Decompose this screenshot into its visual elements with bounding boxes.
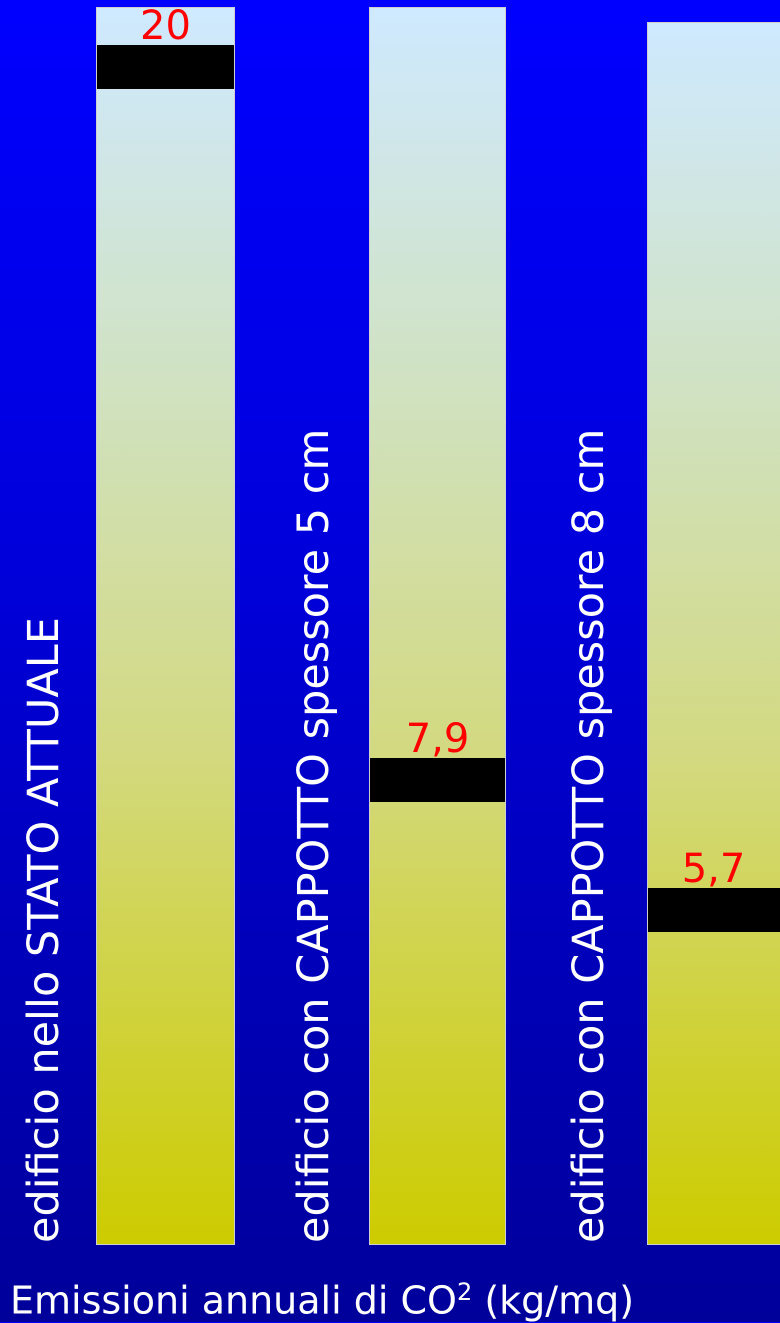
value-label-stato-attuale: 20 xyxy=(140,2,191,49)
scale-bar-cappotto-5cm xyxy=(369,7,506,1245)
caption-superscript: 2 xyxy=(456,1278,473,1307)
value-marker-cappotto-8cm xyxy=(648,887,780,932)
value-label-cappotto-5cm: 7,9 xyxy=(405,716,470,763)
value-label-cappotto-8cm: 5,7 xyxy=(681,845,746,892)
category-label-cappotto-5cm: edificio con CAPPOTTO spessore 5 cm xyxy=(289,428,339,1243)
category-label-stato-attuale: edificio nello STATO ATTUALE xyxy=(19,617,69,1243)
caption-text: Emissioni annuali di CO xyxy=(10,1279,457,1323)
scale-bar-cappotto-8cm xyxy=(647,22,780,1245)
caption-units: (kg/mq) xyxy=(484,1279,635,1323)
value-marker-cappotto-5cm xyxy=(370,758,505,803)
value-marker-stato-attuale xyxy=(97,44,234,89)
category-label-cappotto-8cm: edificio con CAPPOTTO spessore 8 cm xyxy=(564,428,614,1243)
scale-bar-stato-attuale xyxy=(96,7,235,1245)
chart-caption: Emissioni annuali di CO2 (kg/mq) xyxy=(10,1280,634,1320)
